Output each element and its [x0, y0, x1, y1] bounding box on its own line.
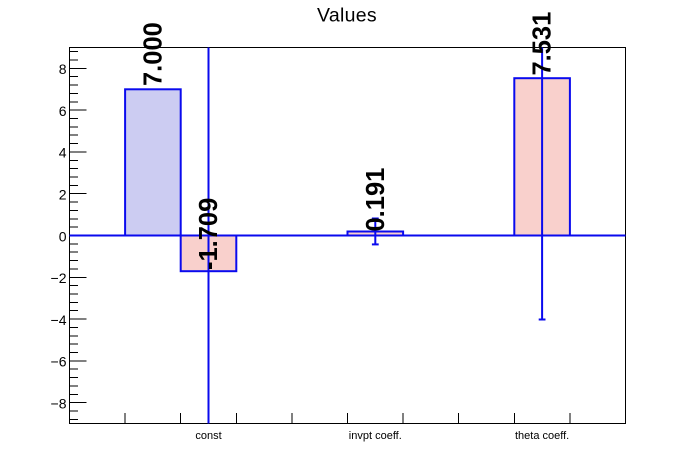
svg-text:7.531: 7.531 [529, 12, 557, 76]
svg-text:−6: −6 [51, 354, 67, 370]
svg-text:2: 2 [59, 187, 67, 203]
svg-text:−4: −4 [51, 312, 67, 328]
svg-text:const: const [195, 430, 221, 442]
svg-text:0.191: 0.191 [362, 168, 390, 232]
svg-text:6: 6 [59, 103, 67, 119]
svg-text:−8: −8 [51, 395, 67, 411]
svg-text:0: 0 [59, 228, 67, 244]
svg-text:-1.709: -1.709 [195, 198, 223, 270]
svg-text:7.000: 7.000 [140, 22, 168, 86]
svg-text:8: 8 [59, 61, 67, 77]
svg-text:Values: Values [317, 5, 377, 27]
svg-text:4: 4 [59, 145, 67, 161]
svg-text:theta coeff.: theta coeff. [515, 430, 569, 442]
svg-text:−2: −2 [51, 270, 67, 286]
svg-text:invpt coeff.: invpt coeff. [349, 430, 402, 442]
